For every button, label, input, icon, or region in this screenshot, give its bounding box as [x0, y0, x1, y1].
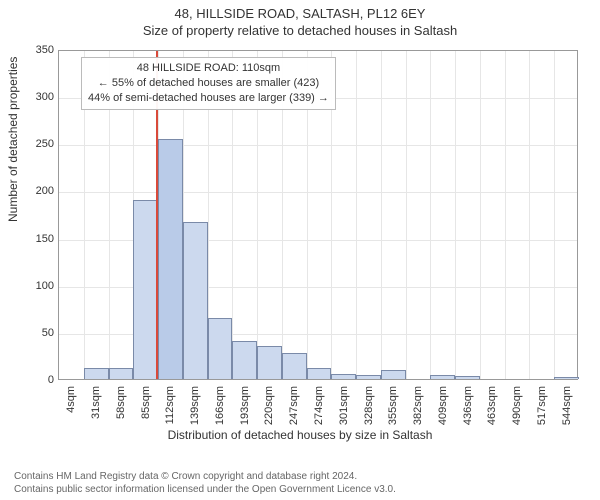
footer-line-2: Contains public sector information licen… — [14, 483, 600, 496]
annotation-line-1: 48 HILLSIDE ROAD: 110sqm — [88, 61, 329, 76]
gridline-v — [406, 51, 407, 379]
y-tick: 300 — [36, 91, 54, 103]
plot-area: 48 HILLSIDE ROAD: 110sqm ← 55% of detach… — [58, 50, 578, 380]
gridline-v — [554, 51, 555, 379]
histogram-bar — [158, 139, 183, 379]
histogram-bar — [183, 222, 208, 379]
histogram-bar — [257, 346, 282, 379]
gridline-v — [455, 51, 456, 379]
histogram-bar — [381, 370, 406, 379]
histogram-bar — [133, 200, 158, 379]
x-tick: 328sqm — [363, 386, 375, 425]
x-tick: 85sqm — [140, 386, 152, 419]
chart-wrap: Number of detached properties 48 HILLSID… — [0, 42, 600, 440]
x-tick: 409sqm — [437, 386, 449, 425]
histogram-bar — [331, 374, 356, 379]
gridline-v — [356, 51, 357, 379]
x-tick: 490sqm — [511, 386, 523, 425]
x-tick: 112sqm — [164, 386, 176, 424]
x-tick: 247sqm — [288, 386, 300, 425]
x-tick: 301sqm — [338, 386, 350, 425]
chart-container: 48, HILLSIDE ROAD, SALTASH, PL12 6EY Siz… — [0, 0, 600, 500]
histogram-bar — [109, 368, 134, 379]
y-tick: 100 — [36, 280, 54, 292]
x-tick: 193sqm — [239, 386, 251, 425]
y-tick: 50 — [42, 327, 54, 339]
y-tick: 150 — [36, 233, 54, 245]
x-tick: 517sqm — [536, 386, 548, 425]
gridline-v — [430, 51, 431, 379]
histogram-bar — [208, 318, 233, 379]
x-tick: 4sqm — [65, 386, 77, 413]
histogram-bar — [282, 353, 307, 379]
x-tick: 274sqm — [313, 386, 325, 425]
histogram-bar — [554, 377, 579, 379]
y-tick: 0 — [48, 374, 54, 386]
x-tick: 355sqm — [387, 386, 399, 425]
gridline-v — [480, 51, 481, 379]
annotation-line-2: ← 55% of detached houses are smaller (42… — [88, 76, 329, 91]
attribution-footer: Contains HM Land Registry data © Crown c… — [0, 470, 600, 496]
y-tick: 350 — [36, 44, 54, 56]
gridline-v — [381, 51, 382, 379]
y-tick: 250 — [36, 138, 54, 150]
annotation-line-3: 44% of semi-detached houses are larger (… — [88, 91, 329, 106]
histogram-bar — [430, 375, 455, 379]
histogram-bar — [232, 341, 257, 379]
address-title: 48, HILLSIDE ROAD, SALTASH, PL12 6EY — [0, 0, 600, 21]
x-tick: 139sqm — [189, 386, 201, 425]
x-tick: 382sqm — [412, 386, 424, 425]
y-tick: 200 — [36, 185, 54, 197]
x-tick: 58sqm — [115, 386, 127, 419]
gridline-h — [59, 192, 577, 193]
x-axis-label: Distribution of detached houses by size … — [0, 428, 600, 442]
gridline-v — [529, 51, 530, 379]
histogram-bar — [356, 375, 381, 379]
x-tick: 436sqm — [462, 386, 474, 425]
x-tick: 463sqm — [486, 386, 498, 425]
histogram-bar — [84, 368, 109, 379]
gridline-h — [59, 145, 577, 146]
chart-subtitle: Size of property relative to detached ho… — [0, 21, 600, 40]
y-axis-label: Number of detached properties — [6, 57, 20, 222]
x-tick: 544sqm — [561, 386, 573, 425]
x-tick: 220sqm — [263, 386, 275, 425]
annotation-box: 48 HILLSIDE ROAD: 110sqm ← 55% of detach… — [81, 57, 336, 110]
histogram-bar — [455, 376, 480, 379]
x-tick: 31sqm — [90, 386, 102, 419]
x-tick: 166sqm — [214, 386, 226, 425]
histogram-bar — [307, 368, 332, 379]
footer-line-1: Contains HM Land Registry data © Crown c… — [14, 470, 600, 483]
gridline-v — [505, 51, 506, 379]
